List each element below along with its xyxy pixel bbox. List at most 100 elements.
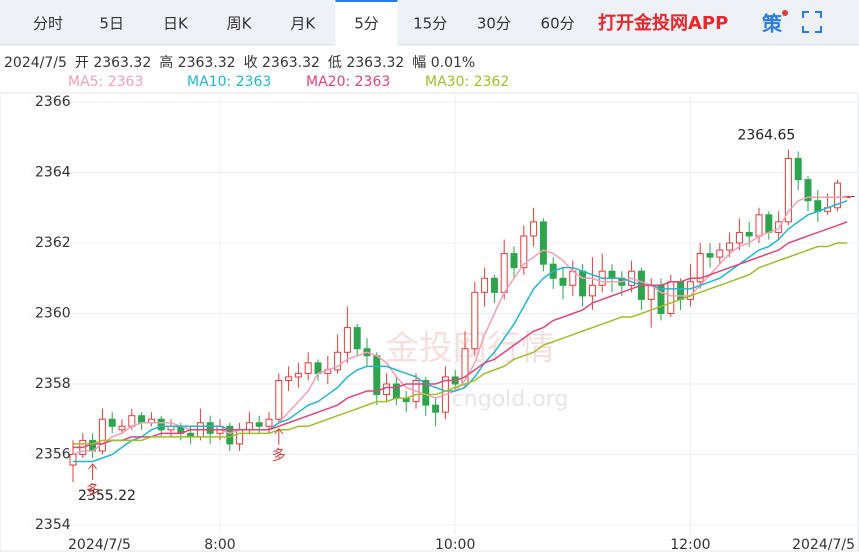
candle-body — [285, 376, 293, 381]
plot-frame — [0, 92, 859, 552]
candle-body — [265, 418, 273, 427]
tab[interactable]: 月K — [290, 15, 316, 33]
y-tick-label: 2354 — [35, 517, 71, 533]
info-item: 开 2363.32 — [75, 55, 151, 71]
candle-body — [696, 253, 704, 283]
info-item: 2024/7/5 — [4, 55, 67, 71]
candle-body — [432, 404, 440, 413]
x-tick-label: 8:00 — [204, 537, 235, 552]
candle-body — [500, 253, 508, 293]
tab[interactable]: 5日 — [99, 15, 124, 33]
candle-body — [686, 281, 694, 300]
candle-body — [726, 242, 734, 251]
tab-bar — [0, 0, 859, 45]
candle-body — [353, 327, 361, 350]
candle-body — [245, 422, 253, 431]
legend-entry: MA30: 2362 — [425, 74, 509, 90]
candle-body — [138, 415, 146, 424]
x-tick-label: 2024/7/5 — [68, 537, 131, 552]
candle-body — [314, 362, 322, 374]
candle-body — [157, 418, 165, 431]
signal-arrow — [88, 463, 97, 480]
strategy-icon[interactable]: 策 — [762, 12, 783, 36]
max-label: 2364.65 — [737, 128, 795, 144]
x-tick-label: 2024/7/5 — [792, 537, 855, 552]
y-tick-label: 2360 — [35, 306, 71, 322]
legend-entry: MA5: 2363 — [68, 74, 143, 90]
candle-body — [275, 379, 283, 420]
candle-body — [128, 415, 136, 427]
info-item: 幅 0.01% — [412, 55, 475, 71]
candle-body — [520, 235, 528, 269]
candle-body — [255, 422, 263, 427]
candle-body — [461, 348, 469, 385]
y-tick-label: 2364 — [35, 165, 71, 181]
info-item: 收 2363.32 — [244, 55, 320, 71]
candle-body — [373, 355, 381, 396]
x-tick-label: 12:00 — [670, 537, 710, 552]
tab[interactable]: 周K — [227, 15, 253, 33]
candle-body — [784, 157, 792, 223]
y-tick-label: 2358 — [35, 376, 71, 392]
tab[interactable]: 15分 — [413, 15, 447, 33]
candle-body — [334, 351, 342, 371]
candle-body — [716, 249, 724, 258]
candle-body — [539, 221, 547, 265]
candle-body — [588, 284, 596, 297]
candle-body — [706, 253, 714, 258]
tab[interactable]: 60分 — [541, 15, 575, 33]
candle-body — [118, 425, 126, 431]
app-link[interactable]: 打开金投网APP — [598, 12, 728, 34]
candle-body — [471, 291, 479, 350]
watermark: cngold.org — [452, 387, 569, 412]
candle-body — [775, 221, 783, 233]
candle-body — [343, 327, 351, 353]
tab[interactable]: 5分 — [354, 15, 379, 33]
tab[interactable]: 分时 — [33, 15, 63, 33]
fullscreen-glyph[interactable] — [802, 11, 822, 33]
y-tick-label: 2362 — [35, 235, 71, 251]
info-item: 高 2363.32 — [159, 54, 235, 71]
y-tick-label: 2356 — [35, 446, 71, 462]
signal-label: 多 — [272, 447, 286, 464]
candle-body — [530, 221, 538, 237]
signal-label: 多 — [86, 482, 100, 499]
candle-body — [833, 182, 841, 209]
info-item: 低 2363.32 — [328, 55, 404, 71]
candle-body — [69, 453, 77, 466]
candle-body — [206, 422, 214, 434]
ma-line — [73, 221, 848, 449]
candle-body — [383, 383, 391, 396]
candle-body — [794, 157, 802, 181]
candle-body — [481, 277, 489, 293]
candle-body — [579, 270, 587, 297]
info-row: 2024/7/5 开 2363.32 高 2363.32 收 2363.32 低 236… — [4, 54, 475, 71]
x-tick-label: 10:00 — [435, 537, 475, 552]
candle-body — [108, 418, 116, 427]
signal-arrow — [274, 427, 284, 445]
candle-body — [608, 270, 616, 279]
candle-body — [735, 231, 743, 244]
notice-dot — [782, 10, 788, 16]
fullscreen-icon[interactable] — [802, 11, 822, 33]
min-label: 2355.22 — [78, 488, 136, 504]
ma-line — [73, 200, 848, 463]
candle-body — [294, 372, 302, 378]
tab[interactable]: 30分 — [477, 15, 511, 33]
ma-line — [72, 196, 848, 456]
candle-body — [814, 200, 822, 212]
candle-body — [98, 418, 106, 452]
tab[interactable]: 日K — [163, 15, 189, 33]
legend-entry: MA10: 2363 — [187, 74, 271, 90]
legend-entry: MA20: 2363 — [306, 74, 390, 90]
candle-body — [677, 281, 685, 300]
candle-body — [236, 429, 244, 445]
active-tab[interactable] — [335, 0, 398, 46]
candle-body — [304, 362, 312, 374]
candle-body — [667, 281, 675, 314]
candle-body — [745, 231, 753, 237]
candle-body — [559, 277, 567, 286]
candle-body — [755, 214, 763, 237]
y-tick-label: 2366 — [35, 94, 71, 110]
